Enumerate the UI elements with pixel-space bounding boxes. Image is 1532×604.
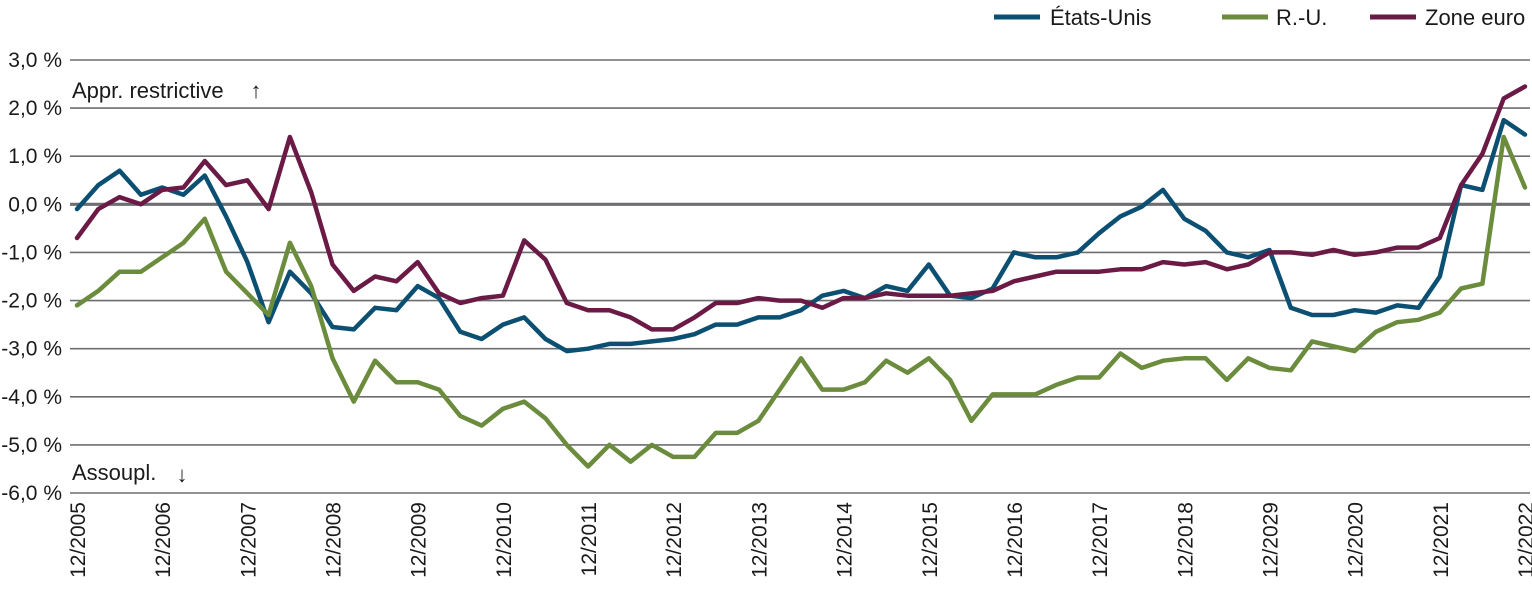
x-tick-label: 12/2007 [237, 502, 260, 578]
legend-label: R.-U. [1276, 5, 1327, 30]
annotation-easing-label: Assoupl. [72, 460, 156, 485]
arrow-up-icon: ↑ [251, 78, 262, 103]
series-line-r-u- [74, 134, 1528, 469]
x-tick-label: 12/2012 [663, 502, 686, 578]
y-tick-label: -2,0 % [1, 290, 62, 313]
legend-label: Zone euro [1425, 5, 1525, 30]
y-tick-label: 1,0 % [8, 145, 62, 168]
x-tick-label: 12/2005 [67, 502, 90, 578]
series-lines [74, 84, 1528, 469]
x-tick-label: 12/2015 [919, 502, 942, 578]
annotation-tightening-label: Appr. restrictive [72, 78, 224, 103]
y-tick-label: -5,0 % [1, 434, 62, 457]
annotation-easing: Assoupl. ↓ [72, 460, 188, 487]
x-tick-label: 12/2006 [152, 502, 175, 578]
x-tick-label: 12/2022 [1515, 502, 1532, 578]
y-tick-label: -1,0 % [1, 241, 62, 264]
y-tick-label: -3,0 % [1, 338, 62, 361]
x-tick-label: 12/2009 [408, 502, 431, 578]
y-tick-label: -6,0 % [1, 482, 62, 505]
x-tick-label: 12/2008 [323, 502, 346, 578]
x-tick-label: 12/2014 [834, 502, 857, 578]
x-tick-label: 12/2011 [578, 502, 601, 576]
legend-item: R.-U. [1222, 5, 1327, 30]
y-tick-label: -4,0 % [1, 386, 62, 409]
x-tick-label: 12/2017 [1089, 502, 1112, 578]
legend-item: Zone euro [1370, 5, 1525, 30]
x-tick-label: 12/2010 [493, 502, 516, 578]
x-tick-label: 12/2020 [1345, 502, 1368, 578]
series-line-zone-euro [74, 84, 1528, 332]
y-tick-label: 3,0 % [8, 49, 62, 72]
x-tick-label: 12/2016 [1004, 502, 1027, 578]
x-tick-label: 12/2018 [1174, 502, 1197, 578]
y-tick-label: 0,0 % [8, 193, 62, 216]
series-line--tats-unis [74, 117, 1528, 354]
y-axis-labels: 3,0 % 2,0 % 1,0 % 0,0 % -1,0 % -2,0 % -3,0 % -4… [1, 49, 62, 505]
legend-item: États-Unis [994, 5, 1151, 30]
y-tick-label: 2,0 % [8, 97, 62, 120]
annotation-tightening: Appr. restrictive ↑ [72, 78, 262, 103]
x-tick-label: 12/2021 [1430, 502, 1453, 578]
legend: États-Unis R.-U. Zone euro [994, 5, 1525, 30]
x-tick-label: 12/2013 [748, 502, 771, 578]
x-axis-labels: 12/2005 12/2006 12/2007 12/2008 12/2009 12/20… [67, 502, 1532, 578]
legend-label: États-Unis [1050, 5, 1151, 30]
arrow-down-icon: ↓ [177, 462, 188, 487]
x-tick-label: 12/2029 [1259, 502, 1282, 578]
